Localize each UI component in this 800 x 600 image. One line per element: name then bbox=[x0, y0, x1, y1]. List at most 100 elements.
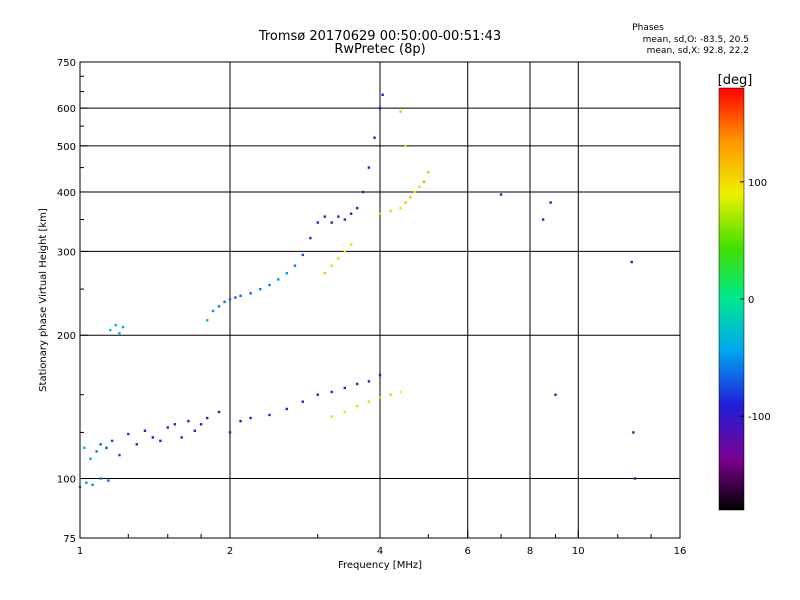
data-point bbox=[309, 236, 312, 240]
data-point bbox=[217, 410, 221, 414]
data-point bbox=[330, 264, 333, 267]
data-point bbox=[323, 272, 327, 275]
data-point bbox=[268, 413, 271, 417]
data-point bbox=[343, 386, 347, 390]
stats-line-x: mean, sd,X: 92.8, 22.2 bbox=[647, 46, 749, 56]
colorbar-tick-label: 100 bbox=[748, 178, 767, 189]
x-tick-label: 16 bbox=[674, 546, 687, 557]
data-point bbox=[277, 278, 280, 281]
data-point bbox=[118, 453, 121, 457]
data-point bbox=[361, 190, 365, 194]
data-point bbox=[316, 393, 319, 396]
data-point bbox=[633, 477, 637, 480]
data-point bbox=[83, 446, 86, 450]
data-point bbox=[143, 429, 147, 432]
data-point bbox=[337, 215, 340, 218]
data-point bbox=[367, 380, 371, 383]
data-point bbox=[91, 483, 94, 487]
y-tick-label: 400 bbox=[57, 188, 76, 199]
data-point bbox=[355, 382, 359, 386]
x-tick-label: 6 bbox=[465, 546, 471, 557]
grid-lines bbox=[80, 62, 680, 538]
data-point bbox=[399, 110, 402, 113]
data-point bbox=[173, 423, 177, 426]
data-point bbox=[355, 404, 359, 408]
data-point bbox=[166, 426, 169, 429]
data-point bbox=[114, 323, 118, 327]
x-tick-label: 4 bbox=[377, 546, 383, 557]
data-point bbox=[373, 136, 376, 139]
data-point bbox=[151, 436, 155, 439]
data-point bbox=[249, 292, 252, 295]
y-tick-label: 100 bbox=[57, 475, 76, 486]
chart-subtitle: RwPretec (8p) bbox=[334, 42, 425, 57]
data-point bbox=[499, 193, 503, 196]
data-point bbox=[549, 201, 552, 204]
data-point bbox=[378, 373, 382, 377]
colorbar-tick-label: 0 bbox=[748, 295, 754, 306]
data-point bbox=[413, 190, 417, 194]
y-tick-label: 600 bbox=[57, 104, 76, 115]
data-point bbox=[418, 185, 421, 189]
data-point bbox=[330, 415, 333, 418]
data-points bbox=[78, 93, 637, 489]
data-point bbox=[381, 93, 384, 96]
data-point bbox=[404, 144, 407, 148]
y-tick-label: 750 bbox=[57, 58, 76, 69]
data-point bbox=[301, 400, 305, 403]
x-axis-label: Frequency [MHz] bbox=[338, 560, 422, 571]
data-point bbox=[99, 443, 102, 446]
data-point bbox=[110, 439, 114, 443]
data-point bbox=[249, 416, 252, 420]
chart-title: Tromsø 20170629 00:50:00-00:51:43 bbox=[258, 29, 501, 44]
data-point bbox=[323, 215, 327, 218]
data-point bbox=[378, 106, 382, 110]
data-point bbox=[367, 400, 371, 403]
data-point bbox=[630, 260, 633, 264]
data-point bbox=[205, 416, 209, 420]
data-point bbox=[378, 212, 382, 215]
x-axis-ticks: 1 2 4 6 8 10 16 bbox=[77, 530, 687, 557]
x-tick-label: 2 bbox=[227, 546, 233, 557]
y-tick-label: 500 bbox=[57, 142, 76, 153]
data-point bbox=[205, 319, 209, 322]
data-point bbox=[422, 180, 426, 184]
data-point bbox=[239, 294, 242, 298]
y-tick-label: 75 bbox=[63, 534, 76, 545]
data-point bbox=[399, 206, 402, 210]
data-point bbox=[223, 300, 226, 304]
data-point bbox=[389, 393, 392, 396]
data-point bbox=[337, 257, 340, 260]
data-point bbox=[554, 393, 557, 396]
data-point bbox=[99, 477, 102, 480]
colorbar-ticks: 100 0 -100 bbox=[740, 178, 771, 423]
data-point bbox=[293, 264, 297, 267]
stats-heading: Phases bbox=[632, 23, 664, 33]
data-point bbox=[159, 439, 162, 443]
y-tick-label: 300 bbox=[57, 247, 76, 258]
data-point bbox=[127, 432, 130, 436]
data-point bbox=[187, 419, 190, 423]
data-point bbox=[228, 431, 232, 434]
data-point bbox=[409, 195, 412, 199]
data-point bbox=[349, 212, 353, 215]
colorbar-tick-label: -100 bbox=[748, 412, 771, 423]
data-point bbox=[378, 396, 382, 399]
data-point bbox=[330, 221, 333, 224]
data-point bbox=[343, 250, 347, 253]
data-point bbox=[330, 390, 333, 394]
data-point bbox=[268, 283, 271, 287]
colorbar-label: [deg] bbox=[718, 73, 753, 88]
x-tick-label: 8 bbox=[527, 546, 533, 557]
data-point bbox=[427, 171, 430, 174]
data-point bbox=[234, 296, 237, 299]
stats-line-o: mean, sd,O: -83.5, 20.5 bbox=[643, 35, 749, 45]
data-point bbox=[95, 450, 98, 453]
data-point bbox=[259, 287, 262, 291]
data-point bbox=[541, 218, 545, 221]
data-point bbox=[228, 298, 232, 301]
data-point bbox=[199, 423, 203, 426]
data-point bbox=[89, 457, 92, 461]
data-point bbox=[118, 331, 121, 335]
